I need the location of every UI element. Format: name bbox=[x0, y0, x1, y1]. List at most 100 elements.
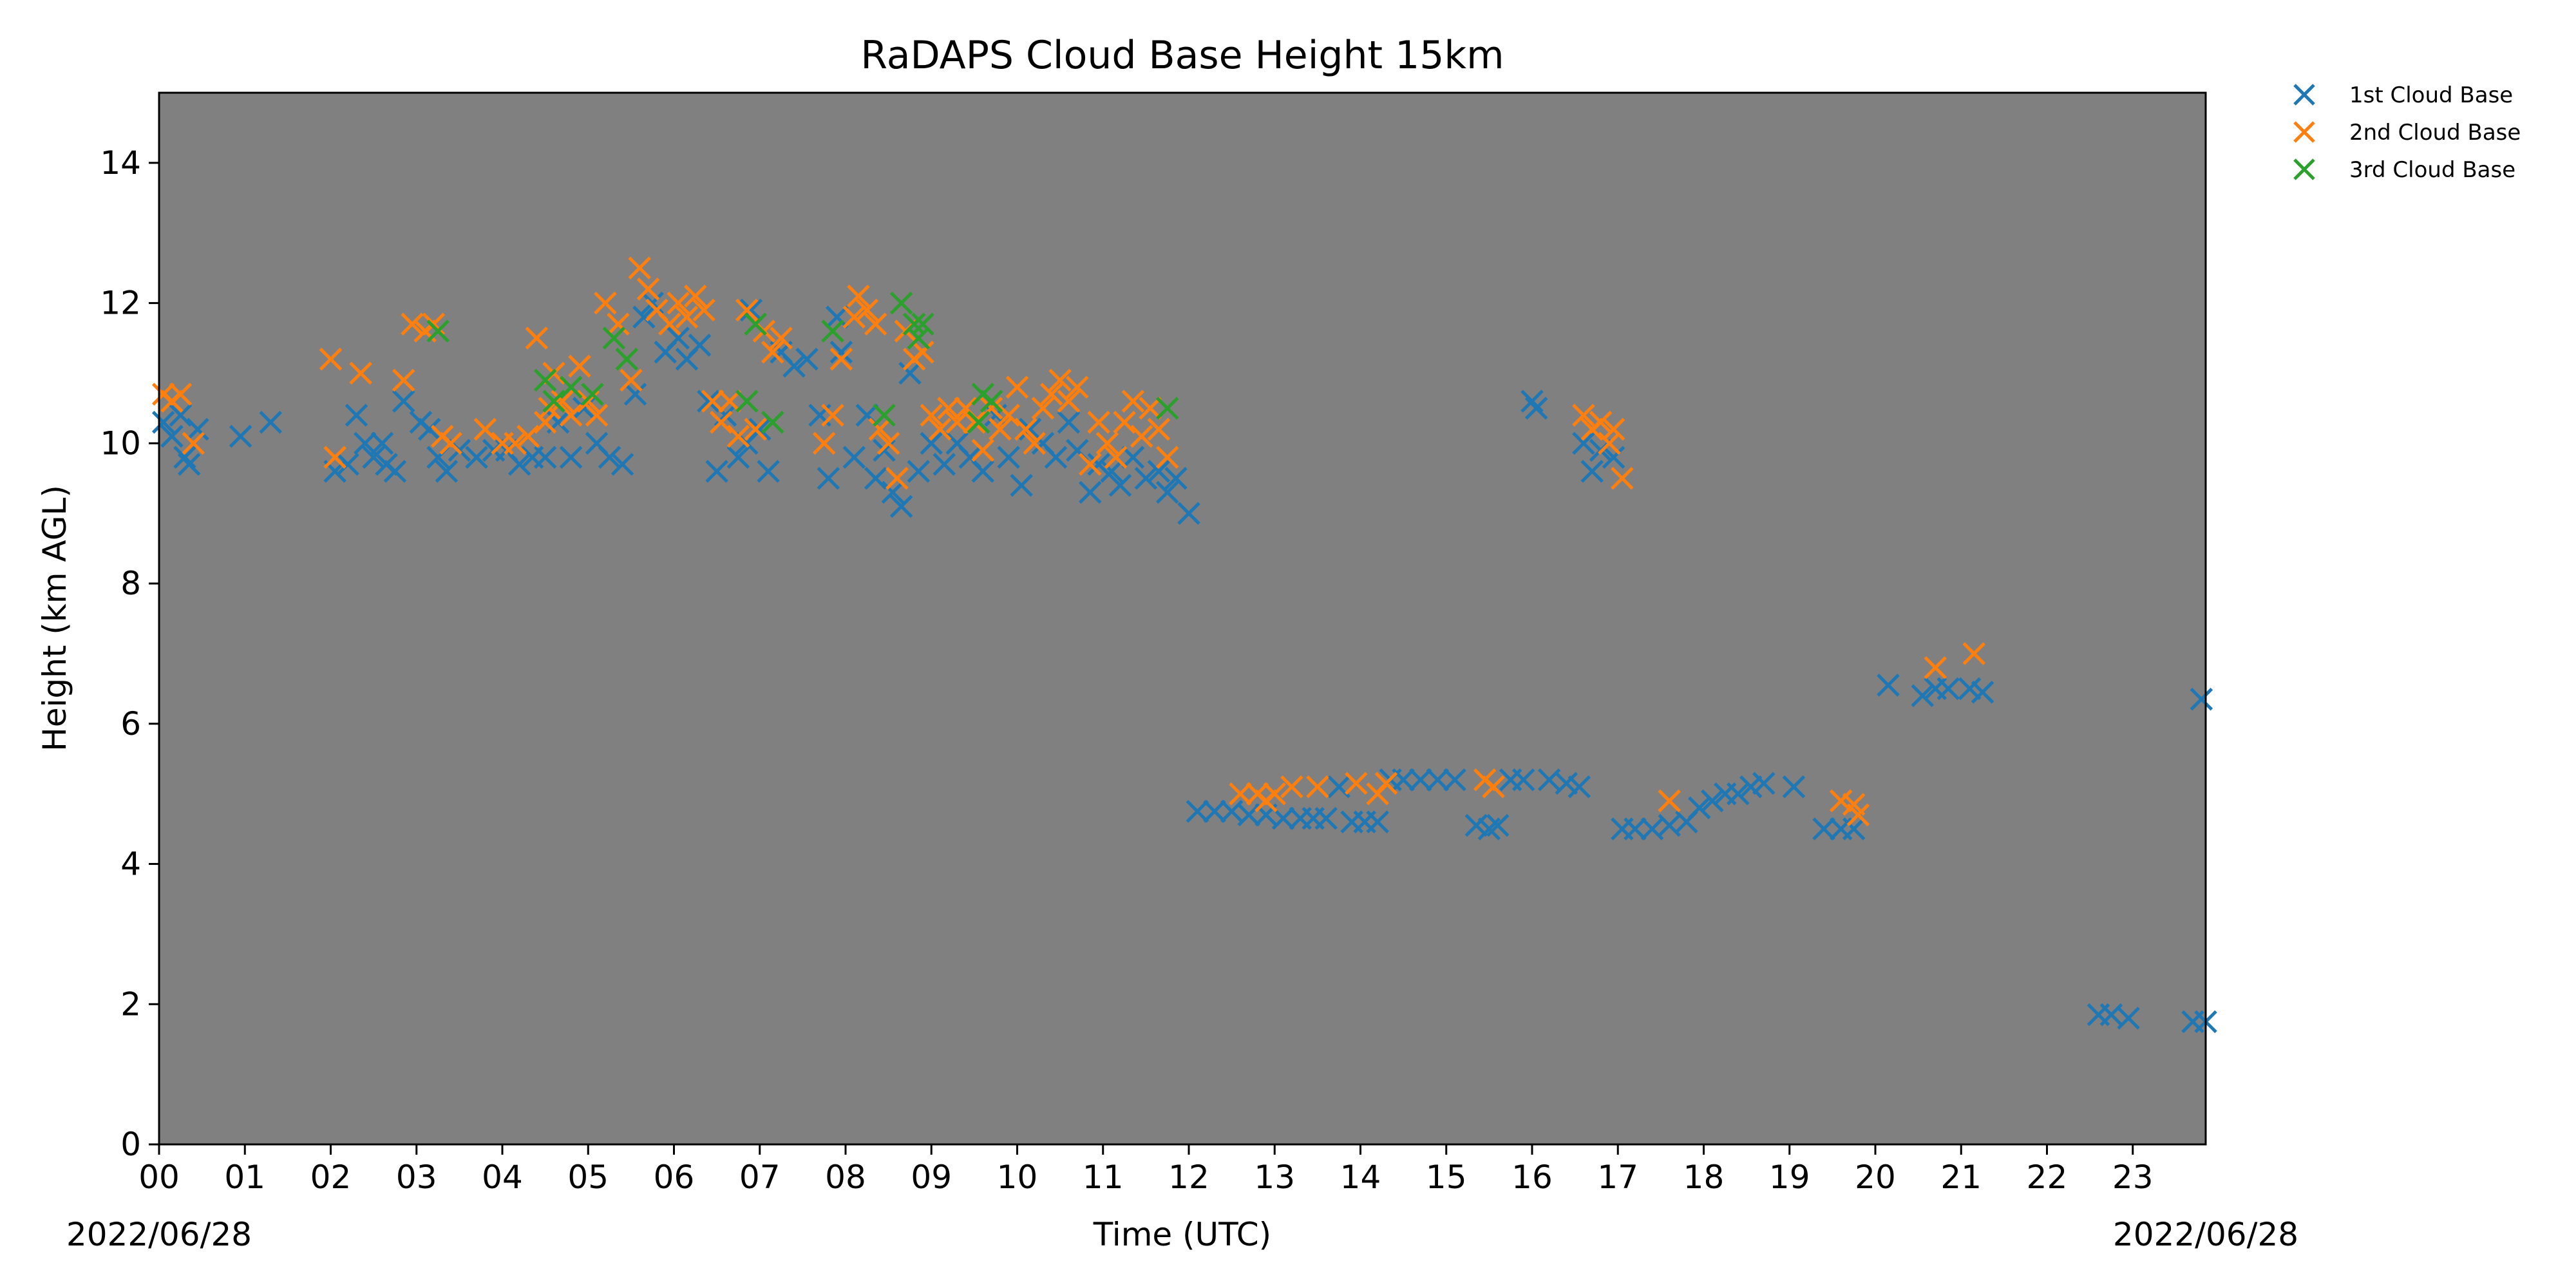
data-point bbox=[1271, 807, 1295, 830]
data-point bbox=[349, 361, 372, 385]
data-point bbox=[1139, 397, 1162, 420]
data-point bbox=[770, 327, 793, 350]
x-tick-label: 00 bbox=[138, 1159, 180, 1196]
data-point bbox=[1100, 460, 1123, 483]
data-point bbox=[1640, 817, 1664, 840]
data-point bbox=[417, 417, 441, 441]
data-point bbox=[817, 466, 840, 490]
data-point bbox=[920, 404, 943, 427]
data-point bbox=[829, 347, 853, 371]
x-axis-start-date: 2022/06/28 bbox=[66, 1216, 252, 1253]
series-2-points bbox=[151, 256, 1985, 827]
data-point bbox=[842, 305, 866, 329]
data-point bbox=[898, 361, 922, 385]
data-point bbox=[169, 404, 193, 427]
data-point bbox=[1005, 375, 1029, 399]
data-point bbox=[607, 312, 630, 336]
legend-label: 3rd Cloud Base bbox=[2349, 157, 2515, 183]
data-point bbox=[1066, 375, 1089, 399]
data-point bbox=[173, 446, 196, 469]
data-point bbox=[1023, 431, 1046, 455]
data-point bbox=[422, 312, 446, 336]
data-point bbox=[1537, 768, 1561, 791]
data-point bbox=[997, 404, 1020, 427]
data-point bbox=[1688, 796, 1711, 820]
y-tick-label: 4 bbox=[120, 846, 141, 883]
data-point bbox=[585, 404, 609, 427]
data-point bbox=[1524, 397, 1548, 420]
data-point bbox=[1229, 782, 1252, 806]
data-point bbox=[2099, 1003, 2123, 1027]
x-tick-label: 13 bbox=[1254, 1159, 1295, 1196]
data-point bbox=[229, 424, 252, 448]
data-point bbox=[323, 446, 346, 469]
data-point bbox=[581, 383, 604, 406]
data-point bbox=[1314, 807, 1338, 830]
data-point bbox=[568, 354, 591, 378]
data-point bbox=[507, 453, 531, 476]
legend-marker bbox=[2293, 84, 2315, 106]
data-point bbox=[739, 298, 763, 322]
data-point bbox=[439, 431, 462, 455]
data-point bbox=[1589, 410, 1613, 434]
data-point bbox=[847, 284, 870, 308]
data-point bbox=[160, 424, 184, 448]
data-point bbox=[1555, 772, 1578, 795]
data-point bbox=[1482, 775, 1505, 799]
data-point bbox=[688, 334, 712, 357]
data-point bbox=[1327, 775, 1350, 799]
x-tick-label: 20 bbox=[1855, 1159, 1896, 1196]
x-axis: 00 01 02 03 04 05 06 07 08 09 10 11 12 13 14 15 16 17 18 19… bbox=[138, 1144, 2154, 1196]
data-point bbox=[1846, 803, 1870, 827]
data-point bbox=[667, 327, 690, 350]
data-point bbox=[602, 327, 625, 350]
data-point bbox=[1087, 453, 1110, 476]
data-point bbox=[620, 368, 643, 392]
data-point bbox=[821, 404, 844, 427]
data-point bbox=[151, 410, 175, 434]
data-point bbox=[701, 390, 724, 413]
x-tick-label: 04 bbox=[482, 1159, 523, 1196]
data-point bbox=[1739, 775, 1763, 799]
x-tick-label: 14 bbox=[1340, 1159, 1381, 1196]
data-point bbox=[465, 446, 488, 469]
data-point bbox=[1971, 681, 1994, 704]
y-tick-label: 2 bbox=[120, 985, 141, 1023]
data-point bbox=[997, 446, 1020, 469]
data-point bbox=[1924, 656, 1947, 679]
data-point bbox=[1044, 446, 1068, 469]
data-point bbox=[1031, 397, 1055, 420]
data-point bbox=[718, 390, 741, 413]
data-point bbox=[1486, 813, 1510, 837]
data-point bbox=[559, 375, 583, 399]
data-point bbox=[1010, 473, 1033, 497]
plot-frame bbox=[158, 91, 2207, 1146]
data-point bbox=[812, 431, 836, 455]
data-point bbox=[963, 410, 986, 434]
data-point bbox=[1306, 775, 1329, 799]
data-point bbox=[392, 390, 415, 413]
data-point bbox=[761, 341, 784, 364]
x-tick-label: 17 bbox=[1597, 1159, 1638, 1196]
data-point bbox=[658, 312, 681, 336]
data-point bbox=[435, 460, 459, 483]
data-point bbox=[1511, 768, 1535, 791]
y-tick-label: 6 bbox=[120, 705, 141, 743]
data-point bbox=[426, 319, 450, 343]
data-point bbox=[1567, 775, 1591, 799]
data-point bbox=[1392, 768, 1415, 791]
data-point bbox=[821, 319, 844, 343]
data-point bbox=[928, 417, 952, 441]
data-point bbox=[636, 278, 660, 301]
chart-title: RaDAPS Cloud Base Height 15km bbox=[860, 33, 1504, 78]
data-point bbox=[1520, 390, 1544, 413]
x-tick-label: 15 bbox=[1426, 1159, 1467, 1196]
data-point bbox=[1958, 677, 1982, 701]
data-point bbox=[735, 298, 759, 322]
data-point bbox=[1280, 775, 1303, 799]
data-point bbox=[907, 327, 931, 350]
data-point bbox=[873, 439, 896, 462]
data-point bbox=[1104, 446, 1128, 469]
data-point bbox=[1624, 817, 1647, 840]
data-point bbox=[336, 453, 359, 476]
